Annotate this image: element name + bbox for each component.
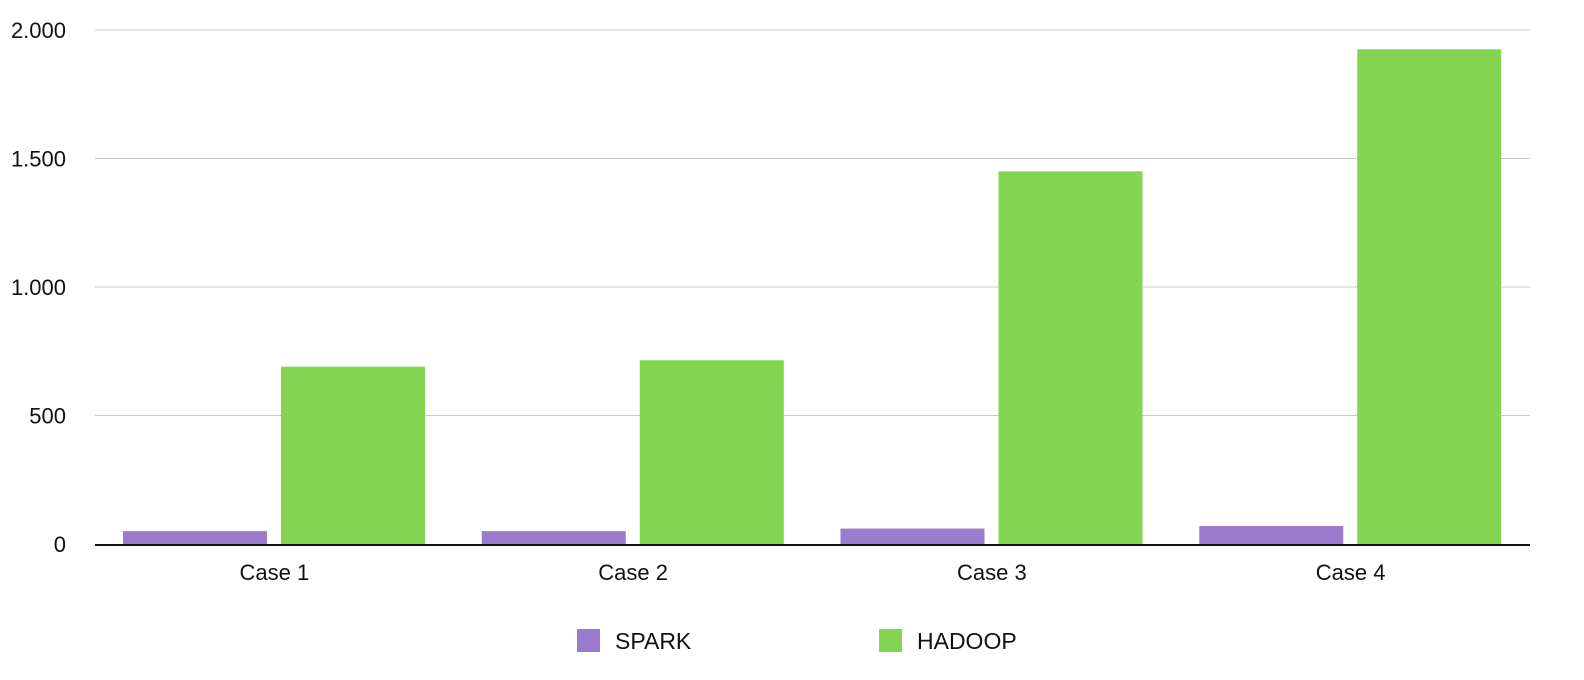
legend-label-hadoop: HADOOP <box>917 628 1017 654</box>
bar-spark-2 <box>481 531 626 544</box>
x-axis-ticks: Case 1 Case 2 Case 3 Case 4 <box>240 560 1386 585</box>
bar-spark-3 <box>840 528 985 544</box>
bar-hadoop-3 <box>998 171 1143 544</box>
bar-spark-4 <box>1199 526 1344 544</box>
x-tick-label: Case 3 <box>957 560 1027 585</box>
bar-hadoop-1 <box>281 366 425 544</box>
bars <box>123 49 1502 545</box>
y-axis-ticks: 0 500 1.000 1.500 2.000 <box>11 18 66 557</box>
legend-swatch-hadoop <box>879 629 902 652</box>
x-tick-label: Case 1 <box>240 560 310 585</box>
x-tick-label: Case 4 <box>1316 560 1386 585</box>
gridlines <box>95 29 1530 416</box>
y-tick-label: 1.500 <box>11 147 66 172</box>
y-tick-label: 0 <box>54 532 66 557</box>
bar-spark-1 <box>123 531 267 544</box>
y-tick-label: 1.000 <box>11 275 66 300</box>
legend-label-spark: SPARK <box>615 628 692 654</box>
legend: SPARK HADOOP <box>577 628 1017 654</box>
bar-hadoop-2 <box>639 360 784 544</box>
x-tick-label: Case 2 <box>598 560 668 585</box>
legend-swatch-spark <box>577 629 600 652</box>
y-tick-label: 2.000 <box>11 18 66 43</box>
y-tick-label: 500 <box>29 404 66 429</box>
bar-hadoop-4 <box>1357 49 1502 545</box>
